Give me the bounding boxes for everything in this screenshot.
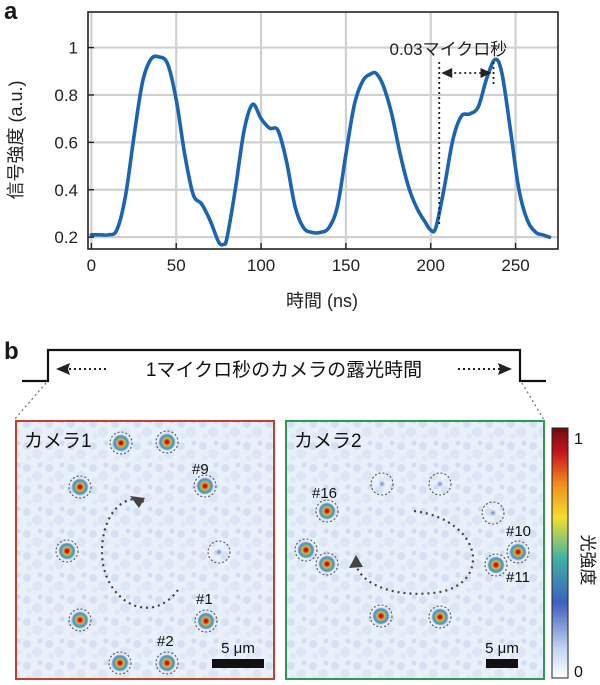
camera2-scale-bar (486, 659, 518, 668)
camera2-site-ring-7 (484, 553, 508, 577)
panel-b-letter: b (4, 338, 19, 365)
x-tick-label-250: 250 (501, 256, 529, 275)
series-line-signal (89, 54, 552, 247)
annotation-arrowhead-left (441, 68, 453, 78)
colorbar-label: 光強度 (578, 535, 597, 586)
camera1-atom-0 (112, 434, 130, 452)
camera1-site-ring-4 (55, 539, 79, 563)
camera2-spot-label-10: #10 (506, 523, 531, 540)
exposure-arrowhead-left (56, 363, 70, 375)
plot-frame (87, 11, 559, 250)
camera1-atom-4 (58, 542, 76, 560)
colorbar-min-label: 0 (574, 664, 583, 681)
x-tick-label-0: 0 (87, 256, 96, 275)
annotation-text: 0.03マイクロ秒 (390, 40, 508, 59)
x-tick-label-150: 150 (332, 256, 360, 275)
camera2-site-ring-9 (428, 605, 452, 629)
camera1-atom-6 (71, 611, 89, 629)
y-tick-labels: 0.2 0.4 0.6 0.8 1 (54, 39, 78, 248)
camera1-spot-label-1: #1 (196, 591, 213, 608)
projection-line-right (521, 382, 545, 421)
x-tick-labels: 0 50 100 150 200 250 (87, 256, 530, 275)
camera1-label: カメラ1 (24, 431, 92, 452)
projection-line-left (13, 382, 47, 421)
annotation-arrowhead-right (480, 68, 492, 78)
camera1-site-ring-2 (68, 475, 92, 499)
y-axis-label: 信号強度 (a.u.) (6, 80, 26, 199)
camera2-empty-3 (489, 509, 497, 517)
camera1-empty-5 (215, 548, 223, 556)
camera2-atom-5 (509, 543, 527, 561)
x-tick-label-200: 200 (417, 256, 445, 275)
camera1-site-ring-1 (155, 430, 179, 454)
camera2-empty-1 (436, 480, 444, 488)
exposure-label: 1マイクロ秒のカメラの露光時間 (146, 359, 422, 381)
camera2-site-ring-8 (369, 604, 393, 628)
camera1-rotation-arrow (100, 498, 179, 609)
camera2-site-ring-4 (294, 538, 318, 562)
y-tick-label-0: 0.2 (54, 228, 78, 247)
camera2-atom-2 (318, 502, 336, 520)
camera1-image: カメラ1 5 μm #9 #1 #2 (15, 420, 275, 680)
camera1-site-ring-3 (193, 474, 217, 498)
camera1-site-ring-6 (68, 608, 92, 632)
camera2-scale-label: 5 μm (485, 640, 519, 657)
tick-marks (88, 46, 517, 249)
panel-a-letter: a (4, 0, 18, 25)
panel-b-graphics: 1マイクロ秒のカメラの露光時間 カメラ1 5 μm #9 #1 #2 カメラ2 … (13, 348, 597, 681)
y-tick-label-1: 0.4 (54, 181, 78, 200)
camera2-site-ring-0 (370, 472, 394, 496)
chart-grid (88, 12, 558, 249)
camera2-atom-6 (318, 555, 336, 573)
camera1-atom-1 (158, 433, 176, 451)
exposure-window-bracket (22, 348, 546, 383)
camera1-atom-8 (111, 654, 129, 672)
camera1-spot-label-2: #2 (157, 633, 174, 650)
camera2-atom-9 (431, 608, 449, 626)
x-tick-label-50: 50 (167, 256, 186, 275)
camera1-scale-label: 5 μm (221, 640, 255, 657)
camera2-site-ring-2 (315, 499, 339, 523)
colorbar (551, 427, 569, 679)
camera1-atom-9 (158, 654, 176, 672)
camera2-atom-7 (487, 556, 505, 574)
camera2-empty-0 (378, 480, 386, 488)
x-axis-label: 時間 (ns) (286, 291, 358, 311)
colorbar-max-label: 1 (574, 431, 583, 448)
camera1-spot-label-9: #9 (192, 461, 209, 478)
camera1-rotation-arrowhead (130, 496, 145, 508)
camera1-atom-3 (196, 477, 214, 495)
camera2-site-ring-1 (428, 472, 452, 496)
camera1-spots (55, 430, 231, 675)
exposure-arrowhead-right (498, 363, 512, 375)
camera1-scale-bar (212, 659, 264, 668)
camera2-site-ring-6 (315, 552, 339, 576)
camera1-site-ring-9 (155, 651, 179, 675)
camera1-atom-7 (197, 612, 215, 630)
y-tick-label-3: 0.8 (54, 86, 78, 105)
camera1-site-ring-7 (194, 609, 218, 633)
y-tick-label-4: 1 (69, 39, 78, 58)
camera2-rotation-arrowhead (349, 555, 363, 568)
camera2-label: カメラ2 (294, 431, 362, 452)
camera1-atom-2 (71, 478, 89, 496)
camera2-image: カメラ2 5 μm #16 #10 #11 (285, 420, 545, 680)
camera2-spot-label-11: #11 (506, 569, 530, 586)
camera2-spots (294, 472, 530, 629)
camera1-site-ring-5 (207, 540, 231, 564)
camera2-site-ring-3 (481, 501, 505, 525)
camera2-spot-label-16: #16 (312, 485, 337, 502)
camera2-site-ring-5 (506, 540, 530, 564)
y-tick-label-2: 0.6 (54, 133, 78, 152)
camera1-site-ring-0 (109, 431, 133, 455)
signal-chart: 0 50 100 150 200 250 0.20.40.60.81 0.03マイクロ秒 … (6, 11, 559, 311)
x-tick-label-100: 100 (247, 256, 275, 275)
camera2-atom-4 (297, 541, 315, 559)
camera2-atom-8 (372, 607, 390, 625)
camera1-site-ring-8 (108, 651, 132, 675)
